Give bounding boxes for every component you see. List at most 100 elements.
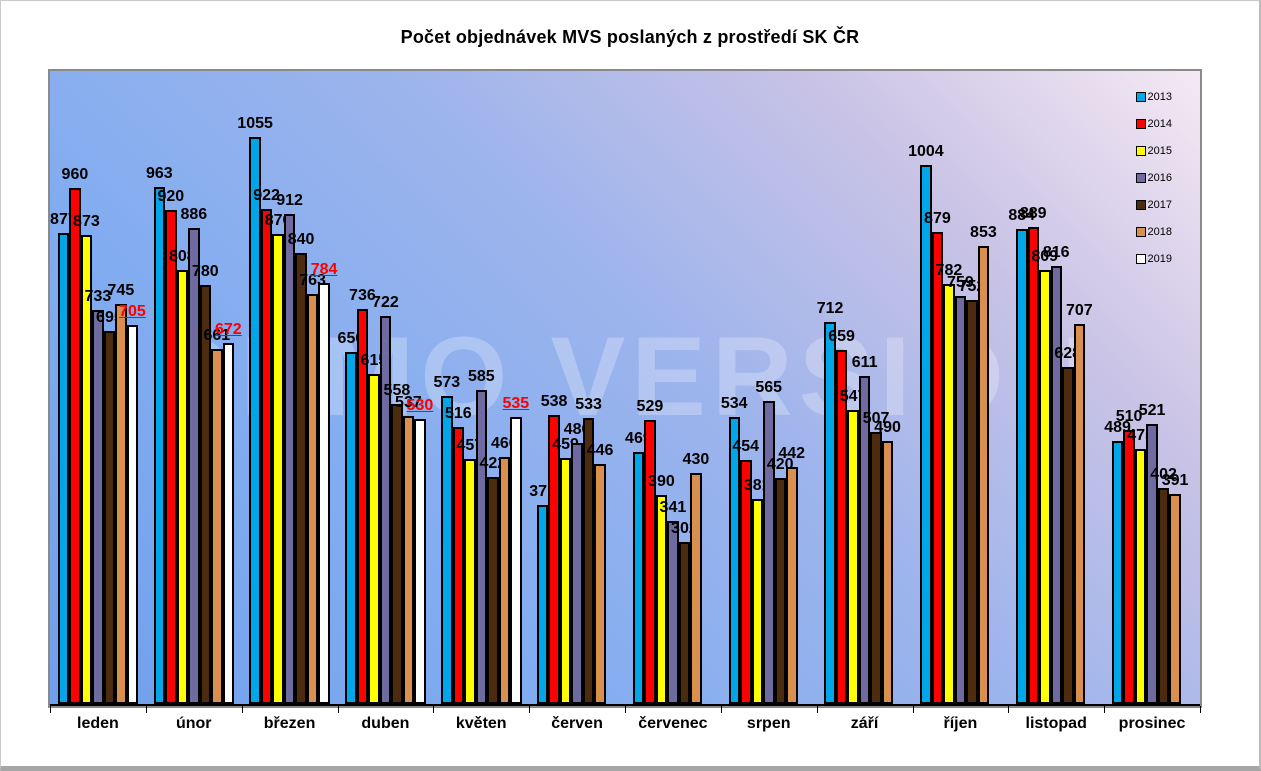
bar-value-label: 809	[1031, 248, 1059, 265]
x-axis-label-duben: duben	[361, 715, 410, 732]
legend-label: 2014	[1147, 117, 1172, 130]
legend-item-2014: 2014	[1135, 110, 1172, 137]
chart-title: Počet objednávek MVS poslaných z prostře…	[400, 27, 860, 47]
bar-value-label: 390	[648, 473, 675, 490]
bar-červen-2014	[548, 415, 560, 704]
axis-tick	[1104, 706, 1106, 713]
bar-únor-2016	[188, 228, 200, 704]
bar-únor-2017	[199, 285, 211, 704]
bar-květen-2013	[441, 396, 453, 704]
legend-label: 2017	[1147, 198, 1172, 211]
axis-tick	[625, 706, 626, 713]
bar-value-label: 535	[502, 395, 530, 412]
axis-tick	[529, 706, 531, 713]
x-axis-label-leden: leden	[77, 715, 119, 732]
legend: 2013 2014 2015 2016 2017 2018 2019	[1135, 83, 1172, 272]
bar-duben-2016	[379, 316, 392, 704]
legend-swatch-icon	[1135, 91, 1146, 102]
bar-květen-2019	[510, 417, 522, 704]
bars-layer: 877 963 1055 656 573 371 469 534 712 1004 884 489 96…	[50, 71, 1200, 706]
bar-červenec-2016	[667, 521, 679, 704]
legend-label: 2016	[1147, 171, 1172, 184]
legend-item-2015: 2015	[1135, 137, 1172, 164]
bar-leden-2015	[80, 235, 93, 704]
bar-duben-2014	[356, 309, 369, 704]
bar-prosinec-2016	[1146, 424, 1158, 704]
bar-value-label: 873	[73, 213, 100, 230]
legend-item-2018: 2018	[1135, 218, 1172, 245]
axis-tick	[1200, 706, 1201, 713]
bar-value-label: 661	[203, 327, 231, 344]
bar-value-label: 521	[1138, 402, 1166, 419]
axis-tick	[433, 706, 435, 713]
bar-srpen-2015	[751, 499, 763, 704]
bar-leden-2014	[69, 188, 81, 704]
bar-červenec-2017	[678, 542, 691, 704]
bar-říjen-2013	[920, 165, 932, 704]
legend-label: 2018	[1147, 225, 1172, 238]
bar-value-label: 920	[157, 188, 185, 205]
bar-červen-2018	[594, 464, 606, 704]
bar-únor-2013	[153, 187, 165, 704]
bar-duben-2019	[414, 419, 426, 704]
bar-value-label: 537	[395, 394, 422, 411]
bar-value-label: 784	[310, 261, 338, 278]
legend-item-2016: 2016	[1135, 164, 1172, 191]
bar-value-label: 853	[970, 224, 997, 241]
bar-březen-2017	[295, 253, 307, 704]
x-axis-label-březen: březen	[263, 715, 316, 732]
bar-value-label: 886	[180, 206, 208, 223]
axis-tick	[241, 706, 243, 713]
bar-value-label: 585	[467, 368, 495, 385]
bar-value-label: 733	[84, 288, 112, 305]
bar-říjen-2014	[931, 232, 944, 704]
bar-value-label: 816	[1042, 244, 1070, 261]
x-axis-label-květen: květen	[455, 715, 507, 732]
axis-tick	[720, 706, 722, 713]
bar-leden-2017	[103, 331, 116, 704]
bar-value-label: 533	[575, 396, 602, 413]
bar-value-label: 516	[444, 405, 472, 422]
bar-září-2015	[847, 410, 859, 704]
bar-value-label: 672	[214, 321, 242, 338]
bar-únor-2014	[165, 210, 177, 704]
bar-srpen-2016	[763, 401, 775, 704]
bar-value-label: 782	[935, 262, 963, 279]
bar-value-label: 534	[720, 395, 748, 412]
bar-value-label: 442	[778, 445, 806, 462]
bar-září-2017	[870, 432, 882, 704]
bar-duben-2013	[345, 352, 357, 704]
bar-value-label: 707	[1065, 302, 1093, 319]
bar-value-label: 884	[1008, 207, 1036, 224]
bar-value-label: 558	[383, 382, 411, 399]
x-axis-ticks	[50, 706, 1201, 714]
bar-value-label: 879	[924, 210, 951, 227]
bar-srpen-2013	[728, 417, 740, 704]
bar-březen-2016	[283, 214, 296, 704]
axis-tick	[337, 706, 339, 713]
bar-listopad-2017	[1062, 367, 1074, 704]
bar-říjen-2018	[977, 246, 990, 704]
bar-duben-2015	[368, 374, 380, 704]
bar-srpen-2017	[774, 478, 786, 704]
x-axis-label-srpen: srpen	[746, 715, 791, 732]
bar-duben-2017	[391, 404, 403, 704]
bar-únor-2018	[211, 349, 223, 704]
bar-leden-2018	[115, 304, 127, 704]
legend-swatch-icon	[1135, 145, 1146, 156]
bar-říjen-2015	[943, 284, 955, 704]
bar-leden-2019	[126, 325, 139, 704]
bar-value-label: 529	[636, 398, 664, 415]
bar-listopad-2015	[1039, 270, 1051, 704]
bar-červenec-2014	[644, 420, 656, 704]
bar-value-label: 963	[145, 165, 173, 182]
bar-duben-2018	[402, 416, 415, 704]
legend-label: 2019	[1147, 252, 1172, 265]
bar-červen-2016	[571, 443, 583, 704]
bar-value-label: 391	[1161, 472, 1189, 489]
bar-value-label: 565	[755, 379, 783, 396]
bar-value-label: 722	[372, 294, 399, 311]
bar-říjen-2017	[966, 300, 978, 704]
legend-label: 2013	[1147, 90, 1172, 103]
plot-area: DEMO VERSION 877 963 1055 656 573 371 469 534 71…	[48, 69, 1202, 708]
